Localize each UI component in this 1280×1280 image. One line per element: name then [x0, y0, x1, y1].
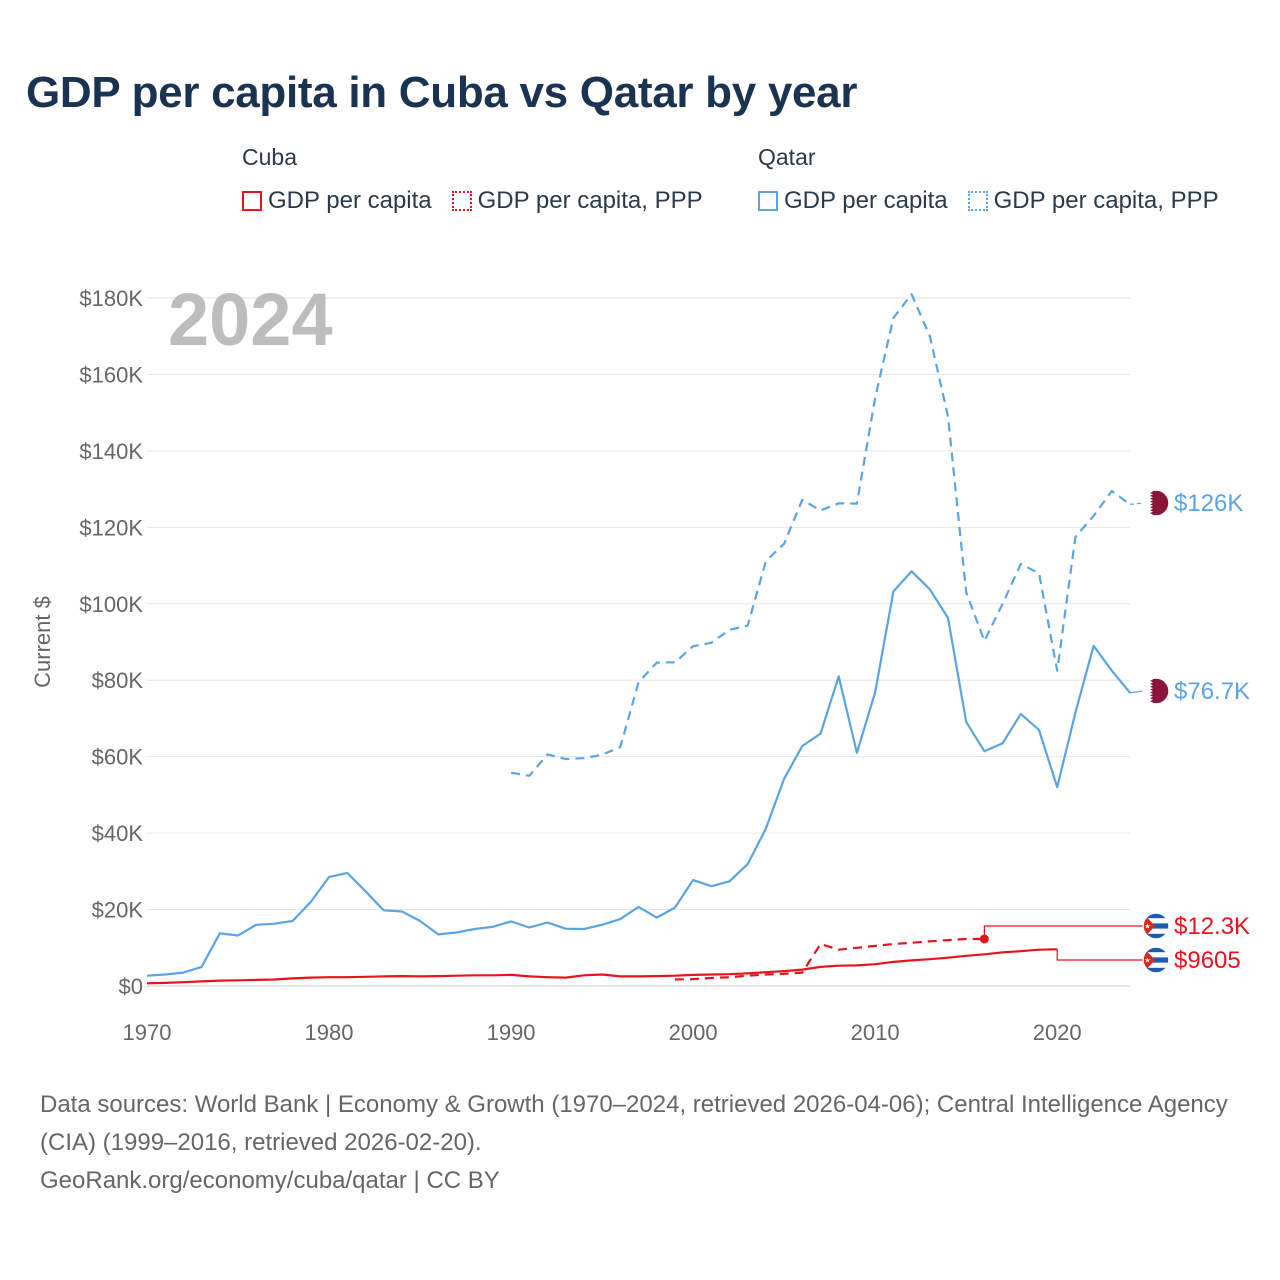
y-tick-label: $20K [92, 898, 144, 923]
x-tick-label: 2020 [1033, 1020, 1082, 1045]
x-axis: 1970 1980 1990 2000 2010 2020 [123, 1020, 1082, 1045]
end-value-label: $76.7K [1174, 678, 1250, 705]
x-tick-label: 2010 [851, 1020, 900, 1045]
year-label: 2024 [168, 278, 333, 361]
legend-group-qatar: Qatar GDP per capita GDP per capita, PPP [758, 144, 1219, 215]
data-sources: Data sources: World Bank | Economy & Gro… [40, 1091, 1228, 1156]
y-tick-label: $100K [79, 592, 143, 617]
x-tick-label: 1990 [487, 1020, 536, 1045]
legend-item-qatar-gdp[interactable]: GDP per capita [758, 187, 948, 215]
legend-country-label: Qatar [758, 144, 816, 170]
end-markers: $76.7K $126K $9605 $12.3K [979, 489, 1250, 974]
legend-item-cuba-gdp[interactable]: GDP per capita [242, 187, 432, 215]
endpoint-dot [979, 934, 989, 944]
legend-item-label: GDP per capita, PPP [993, 187, 1219, 214]
y-tick-label: $120K [79, 515, 143, 540]
end-value-label: $12.3K [1174, 913, 1250, 940]
cuba-flag-icon [1142, 912, 1170, 940]
y-tick-label: $40K [92, 821, 144, 846]
end-value-label: $126K [1174, 490, 1243, 517]
leader-line [983, 925, 1143, 939]
y-tick-label: $140K [79, 439, 143, 464]
y-tick-label: $80K [92, 668, 144, 693]
end-value-label: $9605 [1174, 947, 1241, 974]
x-tick-label: 1970 [123, 1020, 172, 1045]
legend-swatch-dotted [967, 191, 988, 211]
legend-swatch-solid [758, 191, 778, 211]
legend-item-qatar-gdp-ppp[interactable]: GDP per capita, PPP [967, 187, 1219, 215]
attribution-link[interactable]: GeoRank.org/economy/cuba/qatar | CC BY [40, 1167, 500, 1194]
gridlines [147, 297, 1130, 987]
leader-line [1129, 502, 1144, 505]
series-lines [146, 293, 1131, 985]
qatar-flag-icon [1142, 677, 1170, 705]
line-chart: $0 $20K $40K $60K $80K $100K $120K $140K $160K $1… [30, 278, 1250, 1045]
legend-item-cuba-gdp-ppp[interactable]: GDP per capita, PPP [451, 187, 703, 215]
legend-item-label: GDP per capita [268, 187, 432, 214]
y-axis: $0 $20K $40K $60K $80K $100K $120K $140K $160K $1… [79, 286, 143, 999]
qatar-flag-icon [1142, 489, 1170, 517]
chart-title: GDP per capita in Cuba vs Qatar by year [26, 68, 858, 117]
cuba-flag-icon [1142, 946, 1170, 974]
footer: Data sources: World Bank | Economy & Gro… [40, 1086, 1240, 1200]
series-line[interactable] [146, 948, 1058, 985]
legend-group-cuba: Cuba GDP per capita GDP per capita, PPP [242, 144, 703, 215]
y-axis-label: Current $ [30, 596, 55, 688]
y-tick-label: $0 [119, 974, 143, 999]
legend-swatch-dotted [451, 191, 472, 211]
legend-item-label: GDP per capita [784, 187, 948, 214]
y-tick-label: $160K [79, 362, 143, 387]
legend-swatch-solid [242, 191, 262, 211]
leader-line [1129, 690, 1144, 694]
series-line[interactable] [146, 570, 1131, 977]
legend-item-label: GDP per capita, PPP [477, 187, 703, 214]
y-tick-label: $60K [92, 745, 144, 770]
series-line[interactable] [510, 293, 1131, 777]
series-line[interactable] [674, 937, 985, 981]
legend-country-label: Cuba [242, 144, 297, 170]
y-tick-label: $180K [79, 286, 143, 311]
x-tick-label: 1980 [305, 1020, 354, 1045]
leader-line [1056, 949, 1143, 961]
x-tick-label: 2000 [669, 1020, 718, 1045]
